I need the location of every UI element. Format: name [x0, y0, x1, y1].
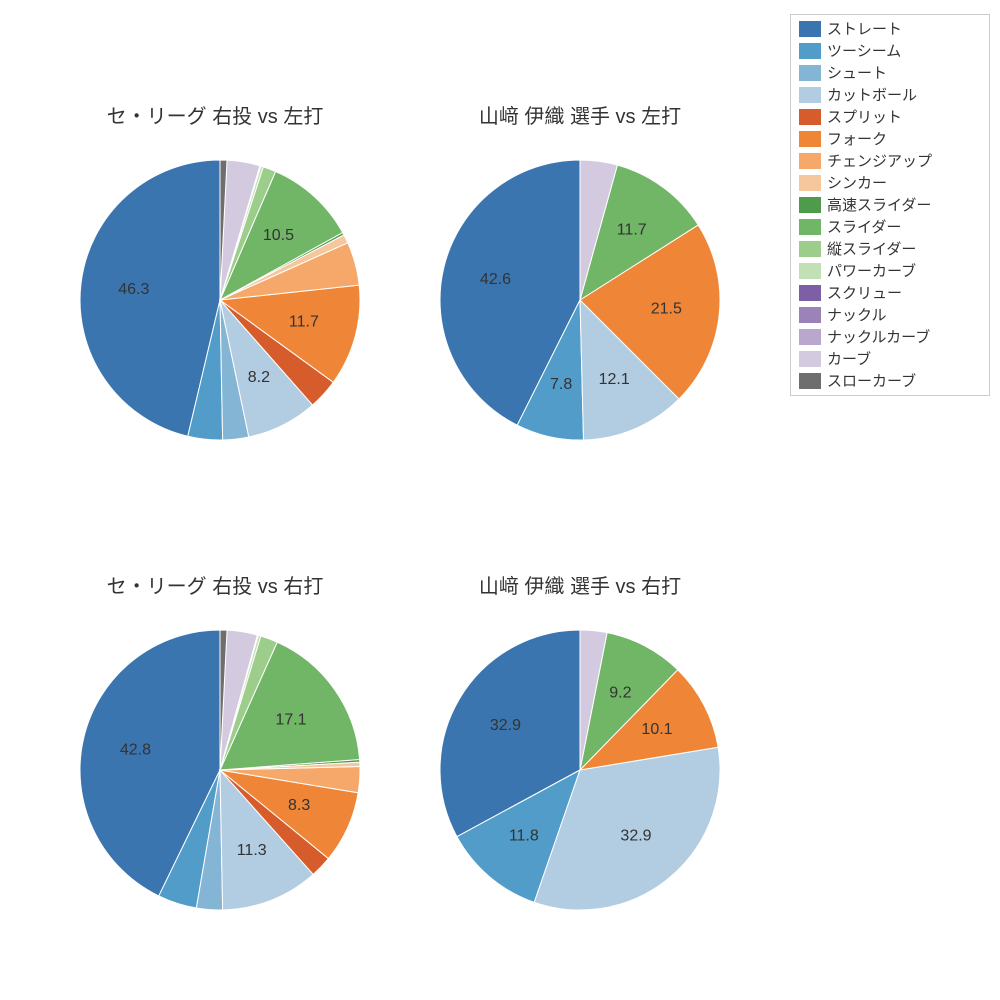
- figure-stage: セ・リーグ 右投 vs 左打 46.3 8.2 11.7 10.5 山﨑 伊織 選手 vs…: [0, 0, 1000, 1000]
- legend-item: カットボール: [799, 87, 981, 103]
- legend-item: ツーシーム: [799, 43, 981, 59]
- legend-item: スクリュー: [799, 285, 981, 301]
- legend-label: フォーク: [827, 132, 887, 147]
- pie-chart: 42.8 11.3 8.3 17.1: [76, 626, 364, 914]
- chart-title: 山﨑 伊織 選手 vs 左打: [430, 100, 730, 129]
- legend-swatch: [799, 153, 821, 169]
- chart-title: セ・リーグ 右投 vs 右打: [65, 570, 365, 599]
- legend-swatch: [799, 351, 821, 367]
- legend-swatch: [799, 263, 821, 279]
- legend-label: スプリット: [827, 110, 902, 125]
- legend-label: スライダー: [827, 220, 901, 235]
- legend-label: パワーカーブ: [827, 264, 916, 279]
- pie-slice-label: 12.1: [599, 371, 630, 388]
- legend-label: スクリュー: [827, 286, 902, 301]
- pie-chart: 46.3 8.2 11.7 10.5: [76, 156, 364, 444]
- legend-item: スローカーブ: [799, 373, 981, 389]
- pie-slice-label: 46.3: [118, 281, 149, 298]
- pie-slice-label: 10.5: [263, 227, 294, 244]
- legend-label: シンカー: [827, 176, 887, 191]
- legend-swatch: [799, 21, 821, 37]
- legend-label: ナックル: [827, 308, 887, 323]
- pie-chart: 32.9 11.8 32.9 10.1 9.2: [436, 626, 724, 914]
- legend-swatch: [799, 285, 821, 301]
- pie-slice-label: 21.5: [651, 301, 682, 318]
- pie-slice-label: 8.3: [288, 797, 310, 814]
- legend-swatch: [799, 219, 821, 235]
- pie-slice-label: 10.1: [641, 721, 672, 738]
- legend-item: チェンジアップ: [799, 153, 981, 169]
- legend-label: ナックルカーブ: [827, 330, 930, 345]
- pie-slice-label: 8.2: [248, 369, 270, 386]
- pie-slice-label: 17.1: [275, 711, 306, 728]
- legend-item: シュート: [799, 65, 981, 81]
- legend: ストレートツーシームシュートカットボールスプリットフォークチェンジアップシンカー…: [790, 14, 990, 396]
- legend-item: シンカー: [799, 175, 981, 191]
- pie-slice-label: 11.7: [617, 222, 647, 239]
- pie-slice-label: 32.9: [490, 717, 521, 734]
- chart-title: 山﨑 伊織 選手 vs 右打: [430, 570, 730, 599]
- legend-swatch: [799, 65, 821, 81]
- legend-item: パワーカーブ: [799, 263, 981, 279]
- legend-item: スライダー: [799, 219, 981, 235]
- pie-slice-label: 7.8: [550, 376, 572, 393]
- legend-label: 高速スライダー: [827, 198, 931, 213]
- legend-item: 縦スライダー: [799, 241, 981, 257]
- legend-swatch: [799, 87, 821, 103]
- legend-label: ツーシーム: [827, 44, 901, 59]
- legend-label: スローカーブ: [827, 374, 916, 389]
- legend-item: ストレート: [799, 21, 981, 37]
- legend-swatch: [799, 175, 821, 191]
- legend-item: スプリット: [799, 109, 981, 125]
- pie-slice-label: 42.8: [120, 742, 151, 759]
- legend-label: シュート: [827, 66, 887, 81]
- legend-item: フォーク: [799, 131, 981, 147]
- legend-label: カーブ: [827, 352, 871, 367]
- legend-swatch: [799, 307, 821, 323]
- legend-swatch: [799, 43, 821, 59]
- legend-swatch: [799, 197, 821, 213]
- legend-item: カーブ: [799, 351, 981, 367]
- legend-label: ストレート: [827, 22, 902, 37]
- legend-swatch: [799, 241, 821, 257]
- legend-item: ナックルカーブ: [799, 329, 981, 345]
- pie-slice-label: 42.6: [480, 271, 511, 288]
- legend-swatch: [799, 109, 821, 125]
- legend-item: ナックル: [799, 307, 981, 323]
- pie-slice-label: 32.9: [620, 828, 651, 845]
- legend-label: チェンジアップ: [827, 154, 932, 169]
- pie-slice-label: 9.2: [609, 684, 631, 701]
- legend-swatch: [799, 329, 821, 345]
- pie-slice-label: 11.3: [237, 842, 267, 859]
- legend-swatch: [799, 131, 821, 147]
- legend-item: 高速スライダー: [799, 197, 981, 213]
- pie-slice-label: 11.7: [289, 314, 319, 331]
- legend-swatch: [799, 373, 821, 389]
- legend-label: 縦スライダー: [827, 242, 916, 257]
- chart-title: セ・リーグ 右投 vs 左打: [65, 100, 365, 129]
- pie-slice-label: 11.8: [509, 827, 539, 844]
- legend-label: カットボール: [827, 88, 917, 103]
- pie-chart: 42.6 7.8 12.1 21.5 11.7: [436, 156, 724, 444]
